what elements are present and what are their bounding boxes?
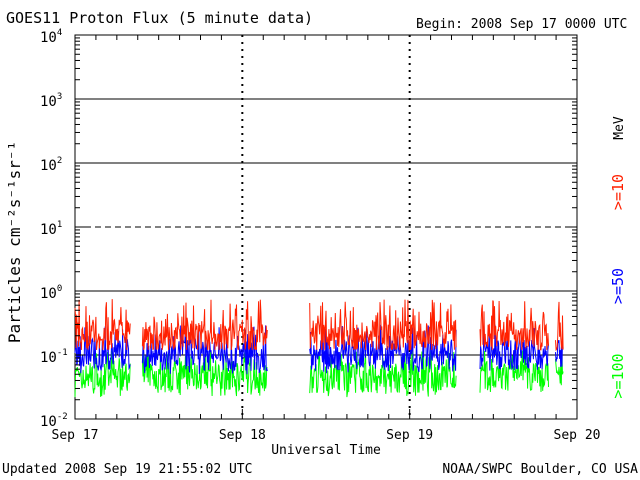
series-line-0-seg-2 <box>309 299 457 351</box>
x-axis-label: Universal Time <box>271 443 381 458</box>
series-line-0-seg-3 <box>479 300 549 351</box>
legend-entry-2: >=100 <box>609 353 627 398</box>
series-line-0-seg-1 <box>141 299 268 351</box>
begin-label: Begin: 2008 Sep 17 0000 UTC <box>416 17 627 32</box>
x-tick-label-1: Sep 18 <box>219 428 266 443</box>
credit-text: NOAA/SWPC Boulder, CO USA <box>442 462 638 477</box>
series-line-0-seg-0 <box>74 299 131 350</box>
x-tick-label-2: Sep 19 <box>386 428 433 443</box>
y-tick-label-1: 103 <box>40 92 62 110</box>
x-tick-label-0: Sep 17 <box>52 428 99 443</box>
series-line-2-seg-0 <box>74 350 131 398</box>
series-line-1-seg-2 <box>309 324 457 374</box>
y-tick-label-0: 104 <box>40 28 62 46</box>
series-line-2-seg-1 <box>141 350 268 397</box>
x-ticks: Sep 17 Sep 18 Sep 19 Sep 20 <box>52 35 601 443</box>
y-axis-label: Particles cm⁻²s⁻¹sr⁻¹ <box>5 141 24 343</box>
series-line-1-seg-1 <box>141 325 268 375</box>
series-line-1-seg-4 <box>555 340 564 367</box>
legend-unit: MeV <box>612 116 627 140</box>
chart-title: GOES11 Proton Flux (5 minute data) <box>6 9 313 27</box>
y-tick-label-2: 102 <box>40 156 62 174</box>
y-tick-label-4: 100 <box>40 284 62 302</box>
x-tick-label-3: Sep 20 <box>554 428 601 443</box>
series-layer <box>74 299 564 398</box>
legend-entry-1: >=50 <box>609 268 627 304</box>
series-line-1-seg-0 <box>74 326 131 374</box>
updated-timestamp: Updated 2008 Sep 19 21:55:02 UTC <box>2 462 252 477</box>
y-tick-label-3: 101 <box>40 220 62 238</box>
y-ticks: 104 103 102 101 100 10-1 10-2 <box>40 28 577 430</box>
y-tick-label-5: 10-1 <box>40 348 68 366</box>
y-tick-label-6: 10-2 <box>40 412 68 430</box>
day-markers <box>241 35 411 419</box>
series-line-2-seg-3 <box>479 350 549 393</box>
series-line-0-seg-4 <box>555 301 564 352</box>
legend-entry-0: >=10 <box>609 174 627 210</box>
legend: MeV >=10 >=50 >=100 <box>609 116 627 398</box>
